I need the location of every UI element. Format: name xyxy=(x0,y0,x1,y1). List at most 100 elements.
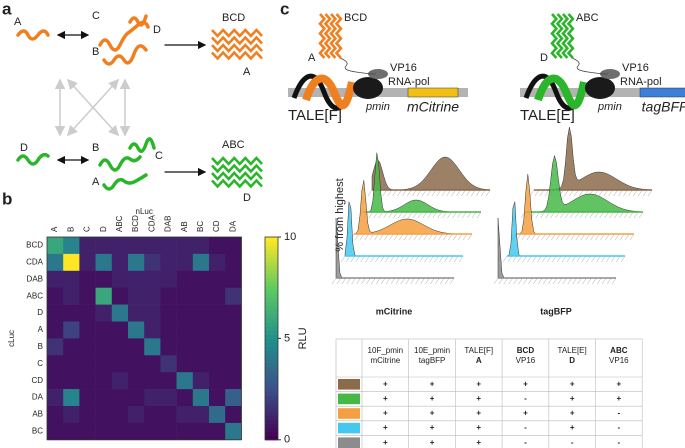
heatmap-cell xyxy=(192,338,210,356)
ridge-grid xyxy=(545,211,550,219)
colorbar-step xyxy=(265,241,278,246)
colorbar-step xyxy=(265,334,278,339)
heatmap-cell xyxy=(209,287,226,305)
heatmap-cell xyxy=(192,321,210,339)
ridge-grid xyxy=(346,277,351,285)
ridge-grid xyxy=(331,277,337,285)
ridge-grid xyxy=(574,189,579,197)
colorbar-step xyxy=(265,289,278,295)
ridge-grid xyxy=(471,189,476,197)
ridge-grid xyxy=(417,211,423,219)
heatmap-cell xyxy=(79,321,96,339)
tale xyxy=(302,74,356,110)
heatmap-cell xyxy=(128,287,145,305)
ridge-grid xyxy=(552,277,558,285)
colorbar-step xyxy=(265,330,278,335)
heatmap-cell xyxy=(144,321,161,339)
ridge-grid xyxy=(592,277,597,285)
colorbar-step xyxy=(265,350,278,356)
ridge-grid xyxy=(458,255,464,263)
heatmap-cell xyxy=(176,406,194,424)
ridge-grid xyxy=(448,255,454,263)
colorbar-step xyxy=(265,354,278,360)
helix xyxy=(211,178,263,189)
colorbar-step xyxy=(265,366,278,372)
colorbar-step xyxy=(265,403,278,408)
ridge-grid xyxy=(536,233,541,241)
table-cell: - xyxy=(571,438,574,447)
table-cell: - xyxy=(524,423,527,432)
row-swatch xyxy=(338,379,360,390)
colorbar-step xyxy=(265,265,278,270)
heatmap-cell xyxy=(160,372,177,390)
ridge-grid xyxy=(550,211,555,219)
row-label: D xyxy=(37,308,43,317)
ridge-grid xyxy=(555,211,560,219)
heatmap-cell xyxy=(63,338,80,356)
ridge-grid xyxy=(601,255,606,263)
colorbar-tick-label: 5 xyxy=(284,332,290,344)
ridge-grid xyxy=(485,189,491,197)
ridge-grid xyxy=(392,189,397,197)
ridge-grid xyxy=(581,255,586,263)
peptide-label: B xyxy=(92,142,99,154)
ridge-grid xyxy=(387,189,392,197)
ridge-grid xyxy=(366,277,371,285)
ridge-grid xyxy=(498,277,504,285)
ridge-grid xyxy=(414,255,419,263)
heatmap-cell xyxy=(111,372,129,390)
ridge-grid xyxy=(407,211,413,219)
heatmap-cell xyxy=(63,406,80,424)
ridge-grid xyxy=(512,255,518,263)
heatmap-cell xyxy=(79,253,96,272)
ridge-grid xyxy=(556,233,561,241)
heatmap-cell xyxy=(79,270,96,288)
tale xyxy=(534,74,588,110)
heatmap-cell xyxy=(95,406,113,424)
heatmap-cell xyxy=(225,422,242,441)
table-cell: + xyxy=(383,379,388,388)
vp16 xyxy=(368,69,388,79)
ridge-grid xyxy=(598,189,604,197)
heatmap-cell xyxy=(111,406,129,424)
linker xyxy=(339,57,377,75)
heatmap-cell xyxy=(128,321,145,339)
helix xyxy=(561,13,570,59)
heatmap-cell xyxy=(225,270,242,288)
ridge-grid xyxy=(521,233,527,241)
heatmap-cell xyxy=(128,270,145,288)
ridge-grid xyxy=(624,233,630,241)
ridge-grid xyxy=(389,233,394,241)
ridge-grid xyxy=(466,211,472,219)
heatmap-cell xyxy=(95,422,113,441)
ridge-grid xyxy=(526,233,531,241)
heatmap-cell xyxy=(111,338,129,356)
ridge-grid xyxy=(380,255,385,263)
peptide-label: D xyxy=(153,24,161,36)
ridge-grid xyxy=(560,211,565,219)
column-label: BC xyxy=(196,221,205,232)
heatmap-cell xyxy=(128,338,145,356)
product-label: ABC xyxy=(222,139,245,151)
ridge-grid xyxy=(565,211,570,219)
heatmap-cell xyxy=(192,253,210,272)
ridge-grid xyxy=(394,255,400,263)
y-title: % from highest xyxy=(334,178,346,251)
heatmap-cell xyxy=(225,253,242,272)
colorbar-step xyxy=(265,326,278,331)
table-cell: + xyxy=(383,394,388,403)
ridge-grid xyxy=(424,255,429,263)
peptide xyxy=(98,14,150,66)
product-label: BCD xyxy=(222,12,245,24)
activator-label: VP16 xyxy=(622,62,649,74)
heatmap-cell xyxy=(128,389,145,407)
ridge-grid xyxy=(533,277,538,285)
ridge-grid xyxy=(461,189,466,197)
ridge-grid xyxy=(493,277,499,285)
ridge-grid xyxy=(547,277,553,285)
heatmap-cell xyxy=(95,321,113,339)
ridge-grid xyxy=(569,211,575,219)
heatmap-cell xyxy=(225,237,242,255)
table-header: mCitrine xyxy=(370,356,400,365)
reporter xyxy=(407,87,459,98)
